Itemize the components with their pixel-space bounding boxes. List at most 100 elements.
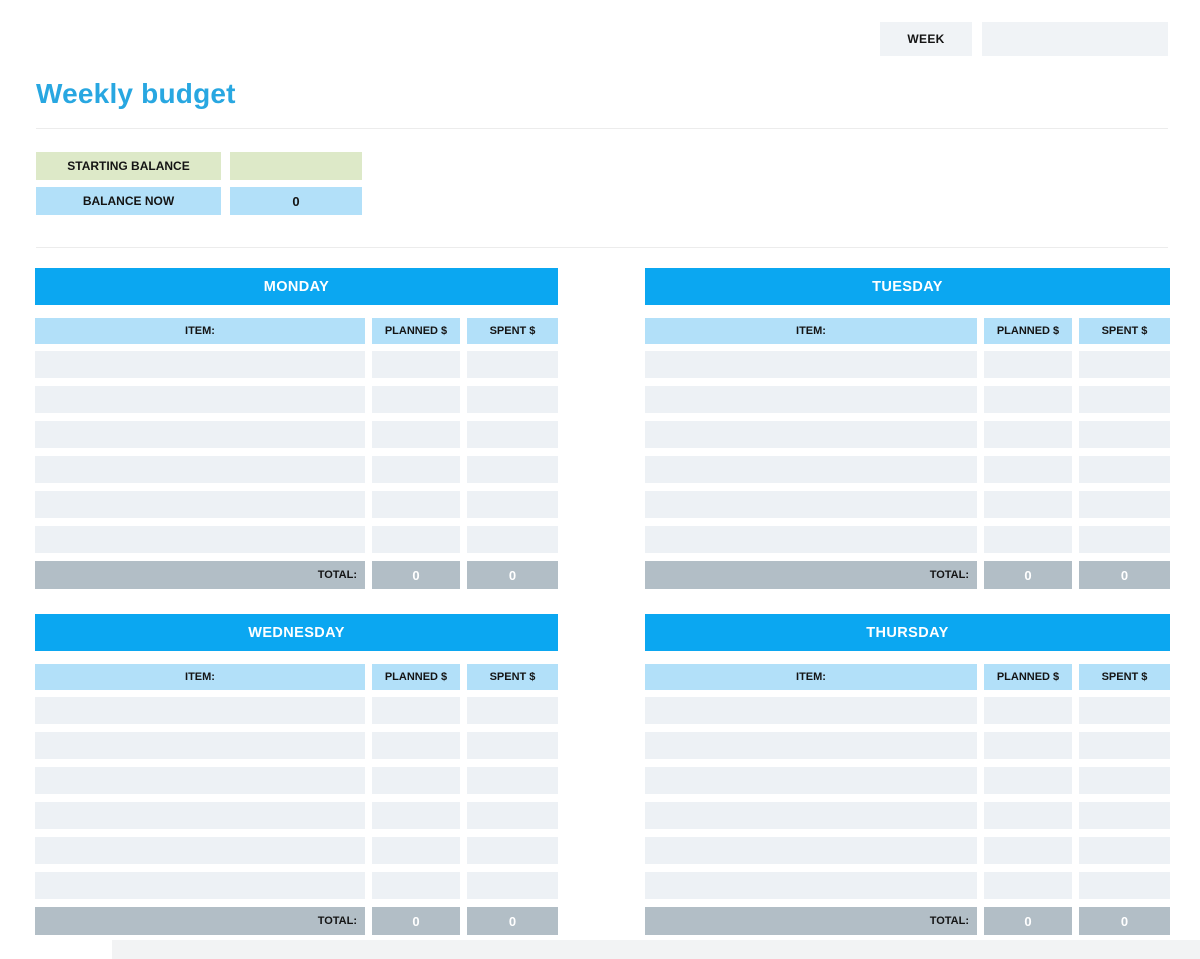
- spent-cell[interactable]: [1079, 802, 1170, 829]
- col-planned-label: PLANNED $: [372, 664, 460, 690]
- item-row: [35, 732, 558, 759]
- item-cell[interactable]: [35, 526, 365, 553]
- spent-cell[interactable]: [1079, 386, 1170, 413]
- planned-cell[interactable]: [372, 837, 460, 864]
- item-cell[interactable]: [645, 386, 977, 413]
- planned-cell[interactable]: [984, 767, 1072, 794]
- column-header-row: ITEM: PLANNED $ SPENT $: [35, 318, 558, 344]
- planned-cell[interactable]: [372, 767, 460, 794]
- planned-cell[interactable]: [372, 491, 460, 518]
- total-planned-value: 0: [372, 561, 460, 589]
- item-row: [35, 802, 558, 829]
- spent-cell[interactable]: [467, 802, 558, 829]
- item-cell[interactable]: [645, 351, 977, 378]
- planned-cell[interactable]: [372, 351, 460, 378]
- planned-cell[interactable]: [372, 802, 460, 829]
- col-item-label: ITEM:: [35, 664, 365, 690]
- planned-cell[interactable]: [984, 837, 1072, 864]
- planned-cell[interactable]: [984, 526, 1072, 553]
- item-cell[interactable]: [35, 697, 365, 724]
- spent-cell[interactable]: [467, 697, 558, 724]
- item-row: [645, 732, 1170, 759]
- item-cell[interactable]: [35, 837, 365, 864]
- item-cell[interactable]: [35, 386, 365, 413]
- spent-cell[interactable]: [1079, 526, 1170, 553]
- col-spent-label: SPENT $: [467, 664, 558, 690]
- col-item-label: ITEM:: [645, 664, 977, 690]
- planned-cell[interactable]: [984, 456, 1072, 483]
- planned-cell[interactable]: [372, 456, 460, 483]
- item-cell[interactable]: [645, 456, 977, 483]
- starting-balance-label: STARTING BALANCE: [36, 152, 221, 180]
- day-header: MONDAY: [35, 268, 558, 305]
- spent-cell[interactable]: [1079, 837, 1170, 864]
- item-cell[interactable]: [645, 697, 977, 724]
- item-cell[interactable]: [645, 421, 977, 448]
- item-cell[interactable]: [35, 767, 365, 794]
- item-row: [35, 456, 558, 483]
- spent-cell[interactable]: [467, 386, 558, 413]
- day-table-monday: MONDAY ITEM: PLANNED $ SPENT $ TOTAL: 0 …: [35, 268, 558, 589]
- total-label: TOTAL:: [645, 561, 977, 589]
- spent-cell[interactable]: [1079, 767, 1170, 794]
- item-cell[interactable]: [645, 767, 977, 794]
- item-row: [35, 697, 558, 724]
- spent-cell[interactable]: [467, 456, 558, 483]
- item-cell[interactable]: [35, 872, 365, 899]
- item-cell[interactable]: [35, 421, 365, 448]
- planned-cell[interactable]: [984, 697, 1072, 724]
- planned-cell[interactable]: [984, 386, 1072, 413]
- item-cell[interactable]: [645, 732, 977, 759]
- planned-cell[interactable]: [984, 351, 1072, 378]
- planned-cell[interactable]: [372, 526, 460, 553]
- starting-balance-value-field[interactable]: [230, 152, 362, 180]
- spent-cell[interactable]: [1079, 351, 1170, 378]
- item-cell[interactable]: [645, 802, 977, 829]
- planned-cell[interactable]: [984, 872, 1072, 899]
- spent-cell[interactable]: [467, 351, 558, 378]
- item-row: [35, 767, 558, 794]
- day-rows: [35, 697, 558, 899]
- item-cell[interactable]: [645, 491, 977, 518]
- spent-cell[interactable]: [1079, 491, 1170, 518]
- item-cell[interactable]: [35, 802, 365, 829]
- spent-cell[interactable]: [467, 732, 558, 759]
- planned-cell[interactable]: [984, 732, 1072, 759]
- week-label: WEEK: [880, 22, 972, 56]
- item-cell[interactable]: [645, 872, 977, 899]
- spent-cell[interactable]: [467, 872, 558, 899]
- planned-cell[interactable]: [984, 491, 1072, 518]
- item-row: [645, 802, 1170, 829]
- column-header-row: ITEM: PLANNED $ SPENT $: [645, 664, 1170, 690]
- item-cell[interactable]: [35, 491, 365, 518]
- item-cell[interactable]: [645, 837, 977, 864]
- planned-cell[interactable]: [984, 802, 1072, 829]
- spent-cell[interactable]: [1079, 456, 1170, 483]
- col-item-label: ITEM:: [645, 318, 977, 344]
- planned-cell[interactable]: [372, 421, 460, 448]
- item-row: [35, 351, 558, 378]
- day-table-wednesday: WEDNESDAY ITEM: PLANNED $ SPENT $ TOTAL:…: [35, 614, 558, 935]
- week-value-field[interactable]: [982, 22, 1168, 56]
- spent-cell[interactable]: [467, 767, 558, 794]
- spent-cell[interactable]: [1079, 732, 1170, 759]
- spent-cell[interactable]: [467, 526, 558, 553]
- planned-cell[interactable]: [372, 732, 460, 759]
- item-cell[interactable]: [645, 526, 977, 553]
- planned-cell[interactable]: [372, 697, 460, 724]
- item-row: [645, 421, 1170, 448]
- spent-cell[interactable]: [1079, 421, 1170, 448]
- spent-cell[interactable]: [1079, 872, 1170, 899]
- spent-cell[interactable]: [467, 837, 558, 864]
- planned-cell[interactable]: [984, 421, 1072, 448]
- col-spent-label: SPENT $: [1079, 664, 1170, 690]
- item-cell[interactable]: [35, 351, 365, 378]
- planned-cell[interactable]: [372, 386, 460, 413]
- spent-cell[interactable]: [467, 491, 558, 518]
- item-cell[interactable]: [35, 456, 365, 483]
- spent-cell[interactable]: [467, 421, 558, 448]
- total-label: TOTAL:: [35, 561, 365, 589]
- planned-cell[interactable]: [372, 872, 460, 899]
- item-cell[interactable]: [35, 732, 365, 759]
- spent-cell[interactable]: [1079, 697, 1170, 724]
